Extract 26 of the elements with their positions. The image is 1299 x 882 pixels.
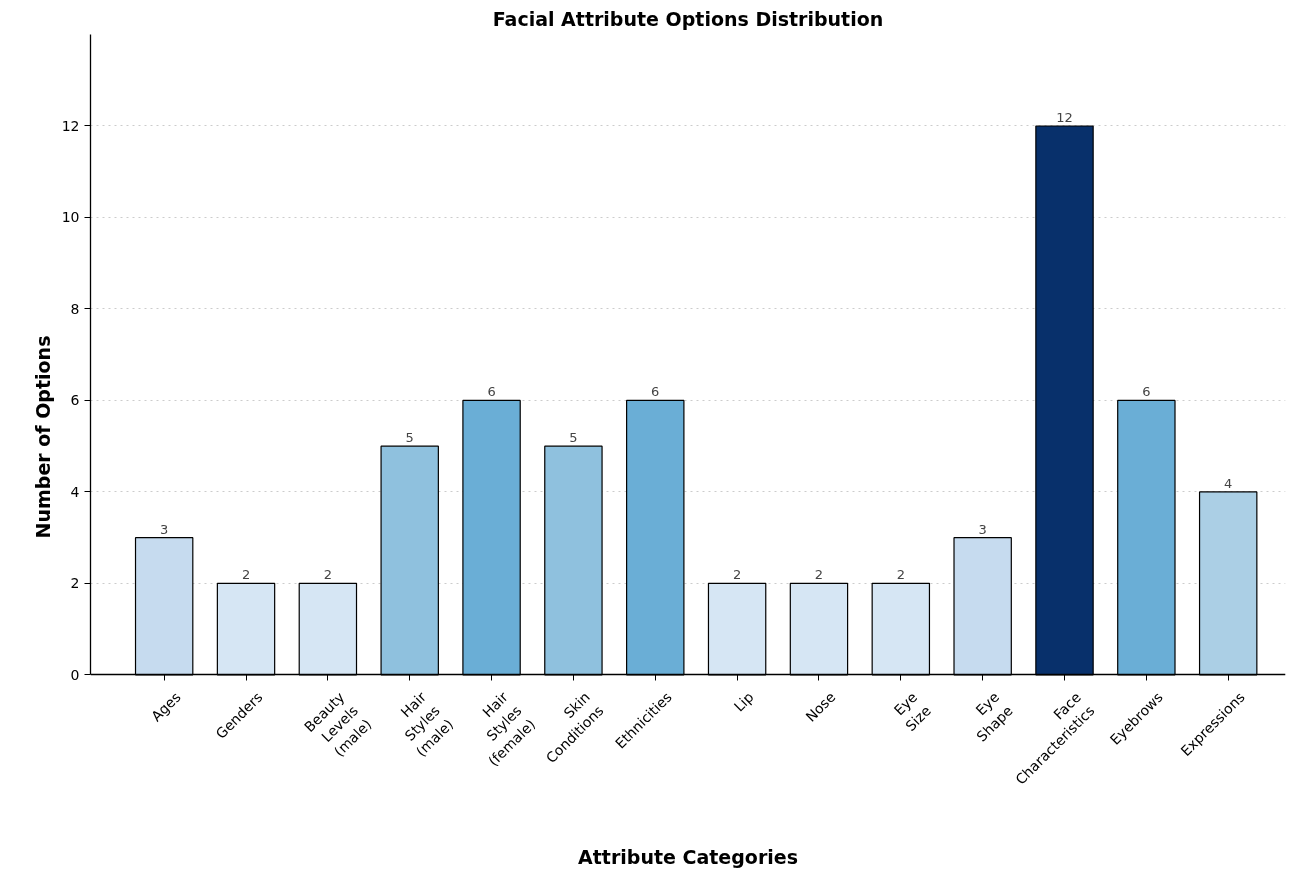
data-label: 6: [1142, 384, 1151, 400]
x-tick-label: Lip: [730, 688, 757, 715]
data-label: 5: [405, 430, 414, 446]
x-tick-label: Eye Size: [890, 688, 934, 735]
data-label: 2: [732, 567, 742, 583]
data-label: 6: [487, 384, 496, 400]
data-label: 2: [241, 567, 251, 583]
y-tick-label: 4: [70, 483, 80, 500]
y-tick-label: 8: [70, 300, 80, 317]
chart-title: Facial Attribute Options Distribution: [492, 7, 884, 30]
y-tick-label: 6: [70, 392, 80, 409]
y-tick-label: 0: [70, 666, 80, 683]
data-label: 6: [651, 384, 660, 400]
data-label: 5: [569, 430, 578, 446]
data-label: 3: [978, 521, 987, 537]
data-label: 2: [896, 567, 905, 583]
y-axis-title: Number of Options: [31, 335, 54, 539]
y-tick-label: 12: [61, 117, 80, 134]
x-axis-title: Attribute Categories: [578, 845, 798, 868]
y-tick-label: 2: [70, 575, 80, 592]
data-label: 4: [1224, 475, 1233, 491]
data-label: 2: [323, 567, 333, 583]
y-tick-label: 10: [61, 209, 80, 226]
data-label: 12: [1056, 109, 1073, 125]
data-label: 3: [160, 521, 169, 537]
data-label: 2: [814, 567, 824, 583]
